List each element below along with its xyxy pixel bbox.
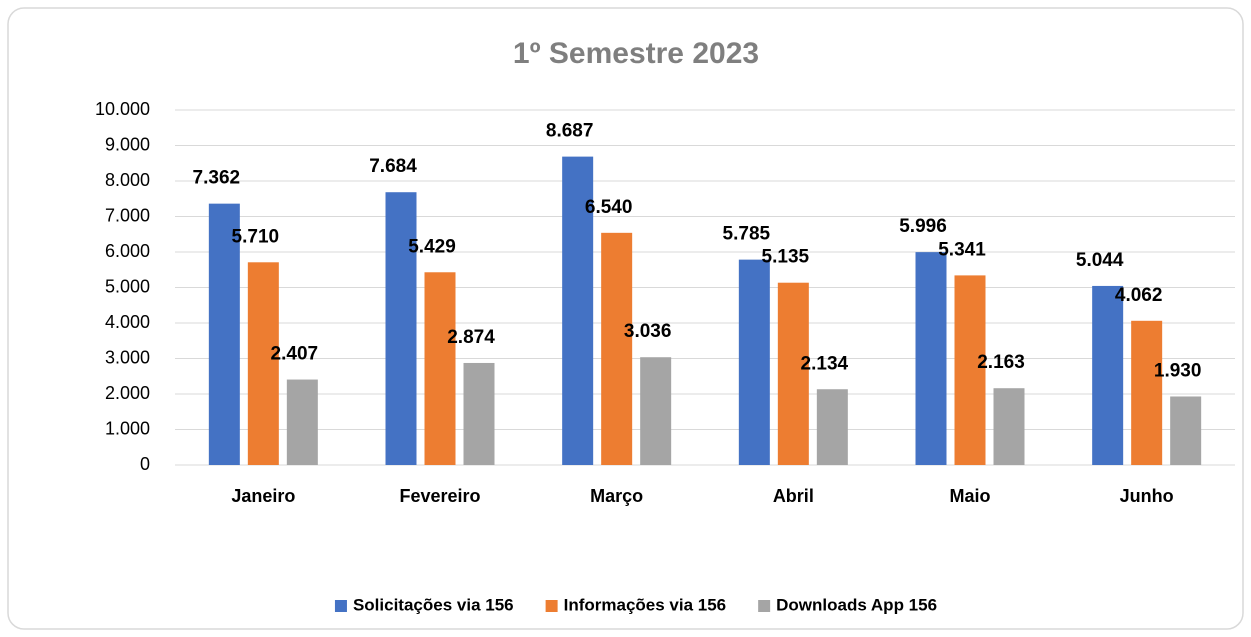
y-tick-label: 0 — [140, 454, 150, 474]
bar — [777, 282, 809, 465]
y-tick-label: 10.000 — [95, 99, 150, 119]
bar — [1131, 320, 1163, 465]
value-label: 2.163 — [977, 352, 1025, 373]
legend-label: Solicitações via 156 — [353, 595, 514, 614]
x-tick-label: Fevereiro — [399, 486, 480, 506]
x-tick-label: Março — [590, 486, 643, 506]
bar — [738, 259, 770, 465]
bar — [286, 379, 318, 465]
y-tick-label: 8.000 — [105, 170, 150, 190]
chart-title: 1º Semestre 2023 — [513, 37, 759, 70]
value-label: 3.036 — [624, 321, 672, 342]
y-tick-label: 2.000 — [105, 383, 150, 403]
y-tick-label: 9.000 — [105, 134, 150, 154]
x-tick-label: Junho — [1120, 486, 1174, 506]
value-label: 5.785 — [723, 224, 771, 245]
value-label: 7.684 — [369, 156, 417, 177]
bar — [915, 252, 947, 465]
bar — [247, 262, 279, 465]
value-label: 7.362 — [193, 168, 241, 189]
value-label: 6.540 — [585, 197, 633, 218]
legend-swatch — [758, 600, 771, 612]
value-label: 2.407 — [271, 344, 319, 365]
bar — [385, 192, 417, 465]
value-label: 4.062 — [1115, 285, 1163, 306]
bar — [816, 389, 848, 465]
bar — [954, 275, 986, 465]
bar — [601, 232, 633, 465]
value-label: 1.930 — [1154, 361, 1202, 382]
bar — [562, 156, 594, 465]
bar — [1170, 396, 1202, 465]
x-tick-label: Maio — [949, 486, 990, 506]
value-label: 8.687 — [546, 121, 594, 142]
y-tick-label: 5.000 — [105, 276, 150, 296]
y-tick-label: 1.000 — [105, 418, 150, 438]
value-label: 5.710 — [232, 226, 280, 247]
x-tick-label: Abril — [773, 486, 814, 506]
value-label: 5.135 — [762, 247, 810, 268]
bar — [208, 203, 240, 466]
y-tick-label: 7.000 — [105, 205, 150, 225]
value-label: 5.996 — [899, 216, 947, 237]
value-label: 2.134 — [801, 353, 849, 374]
legend-swatch — [334, 600, 347, 612]
value-label: 5.429 — [408, 236, 456, 257]
value-label: 5.044 — [1076, 250, 1124, 271]
y-tick-label: 3.000 — [105, 347, 150, 367]
bar — [463, 362, 495, 465]
x-tick-label: Janeiro — [231, 486, 295, 506]
legend-label: Informações via 156 — [564, 595, 727, 614]
value-label: 2.874 — [447, 327, 495, 348]
legend-swatch — [545, 600, 558, 612]
y-tick-label: 4.000 — [105, 312, 150, 332]
bar — [993, 388, 1025, 465]
bar — [424, 272, 456, 465]
bar — [640, 357, 672, 465]
bar — [1092, 285, 1124, 465]
legend-label: Downloads App 156 — [776, 595, 937, 614]
value-label: 5.341 — [938, 239, 986, 260]
y-tick-label: 6.000 — [105, 241, 150, 261]
